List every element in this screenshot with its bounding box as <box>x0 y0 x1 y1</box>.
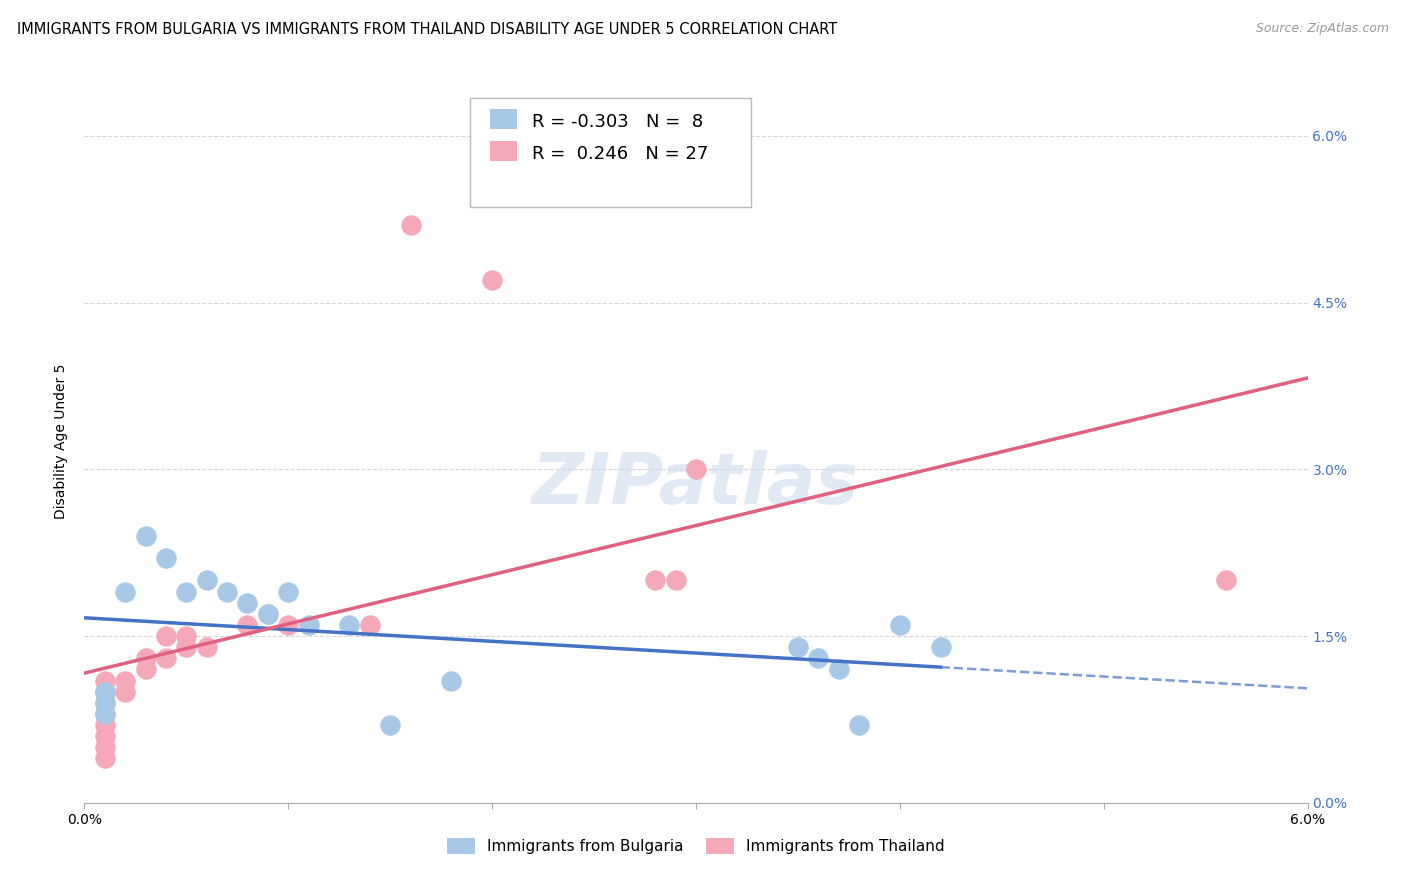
Point <box>195 574 218 588</box>
Point <box>155 551 177 566</box>
Point <box>685 462 707 476</box>
Text: IMMIGRANTS FROM BULGARIA VS IMMIGRANTS FROM THAILAND DISABILITY AGE UNDER 5 CORR: IMMIGRANTS FROM BULGARIA VS IMMIGRANTS F… <box>17 22 837 37</box>
Point <box>399 218 422 232</box>
Point <box>93 706 117 721</box>
Point <box>236 618 259 632</box>
Point <box>114 584 136 599</box>
Point <box>440 673 463 688</box>
FancyBboxPatch shape <box>491 141 517 161</box>
Point <box>176 584 198 599</box>
Point <box>93 673 117 688</box>
Point <box>135 529 157 543</box>
Point <box>257 607 280 621</box>
Point <box>93 718 117 732</box>
Point <box>277 584 299 599</box>
Y-axis label: Disability Age Under 5: Disability Age Under 5 <box>55 364 69 519</box>
Point <box>176 629 198 643</box>
Text: R = -0.303   N =  8: R = -0.303 N = 8 <box>531 113 703 131</box>
Point <box>298 618 321 632</box>
Point <box>195 640 218 655</box>
Point <box>93 684 117 698</box>
Point <box>257 607 280 621</box>
Point <box>481 273 503 287</box>
Point <box>889 618 911 632</box>
Point <box>665 574 688 588</box>
Point <box>787 640 810 655</box>
Text: R =  0.246   N = 27: R = 0.246 N = 27 <box>531 145 709 163</box>
Point <box>114 684 136 698</box>
Point <box>644 574 666 588</box>
Point <box>155 629 177 643</box>
Text: Source: ZipAtlas.com: Source: ZipAtlas.com <box>1256 22 1389 36</box>
Point <box>380 718 402 732</box>
Point <box>93 729 117 743</box>
Point <box>848 718 870 732</box>
FancyBboxPatch shape <box>470 98 751 207</box>
Point <box>176 640 198 655</box>
Point <box>155 651 177 665</box>
Point <box>114 673 136 688</box>
FancyBboxPatch shape <box>491 109 517 129</box>
Point <box>277 618 299 632</box>
Point <box>135 651 157 665</box>
Point <box>807 651 830 665</box>
Point <box>929 640 952 655</box>
Point <box>828 662 851 676</box>
Point <box>1215 574 1237 588</box>
Legend: Immigrants from Bulgaria, Immigrants from Thailand: Immigrants from Bulgaria, Immigrants fro… <box>441 832 950 860</box>
Point <box>93 684 117 698</box>
Point <box>93 740 117 755</box>
Text: ZIPatlas: ZIPatlas <box>533 450 859 519</box>
Point <box>93 696 117 710</box>
Point <box>135 662 157 676</box>
Point <box>217 584 239 599</box>
Point <box>93 696 117 710</box>
Point <box>236 596 259 610</box>
Point <box>339 618 361 632</box>
Point <box>93 751 117 765</box>
Point <box>359 618 381 632</box>
Point <box>93 706 117 721</box>
